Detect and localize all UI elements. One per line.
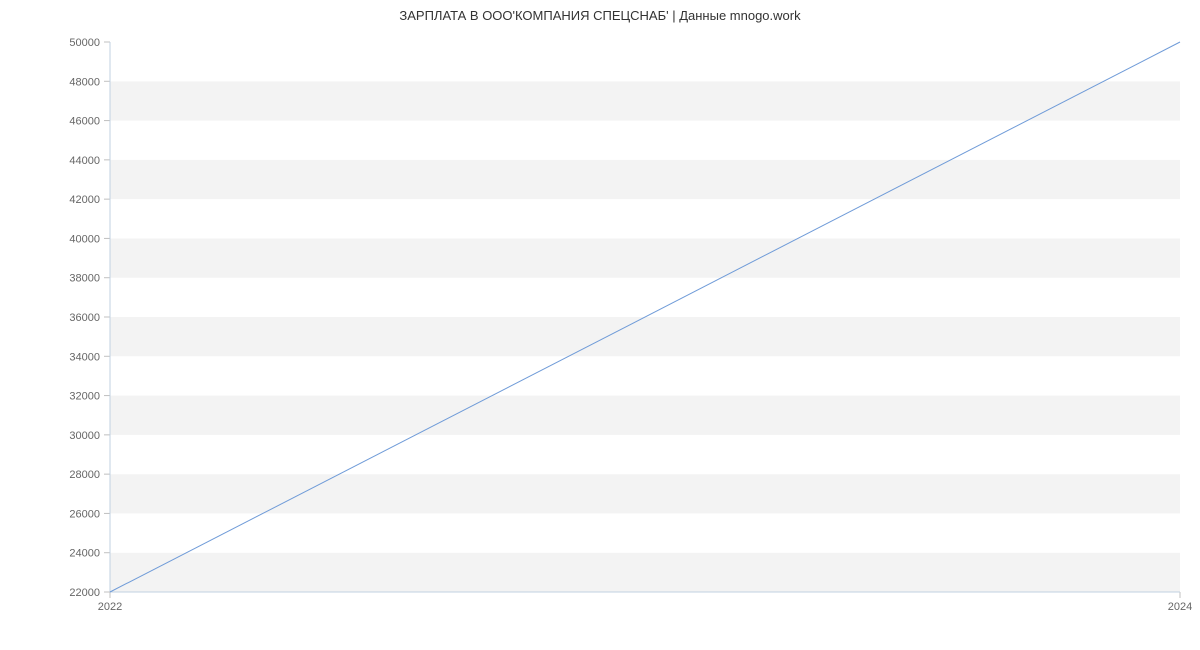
y-tick-label: 26000 <box>69 508 100 520</box>
y-tick-label: 22000 <box>69 587 100 599</box>
x-tick-label: 2024 <box>1168 601 1192 613</box>
chart-svg: 22000 24000 26000 28000 30000 32000 34000 36000… <box>0 0 1200 650</box>
y-tick-label: 44000 <box>69 155 100 167</box>
y-tick-label: 36000 <box>69 312 100 324</box>
y-tick-label: 32000 <box>69 391 100 403</box>
y-tick-label: 40000 <box>69 233 100 245</box>
y-tick-label: 48000 <box>69 76 100 88</box>
x-tick-label: 2022 <box>98 601 122 613</box>
y-tick-label: 42000 <box>69 194 100 206</box>
y-tick-label: 46000 <box>69 116 100 128</box>
y-tick-label: 50000 <box>69 37 100 49</box>
salary-chart: ЗАРПЛАТА В ООО'КОМПАНИЯ СПЕЦСНАБ' | Данн… <box>0 0 1200 650</box>
y-tick-label: 24000 <box>69 548 100 560</box>
y-tick-label: 30000 <box>69 430 100 442</box>
y-tick-label: 38000 <box>69 273 100 285</box>
chart-title: ЗАРПЛАТА В ООО'КОМПАНИЯ СПЕЦСНАБ' | Данн… <box>0 8 1200 23</box>
y-tick-label: 28000 <box>69 469 100 481</box>
y-tick-label: 34000 <box>69 351 100 363</box>
